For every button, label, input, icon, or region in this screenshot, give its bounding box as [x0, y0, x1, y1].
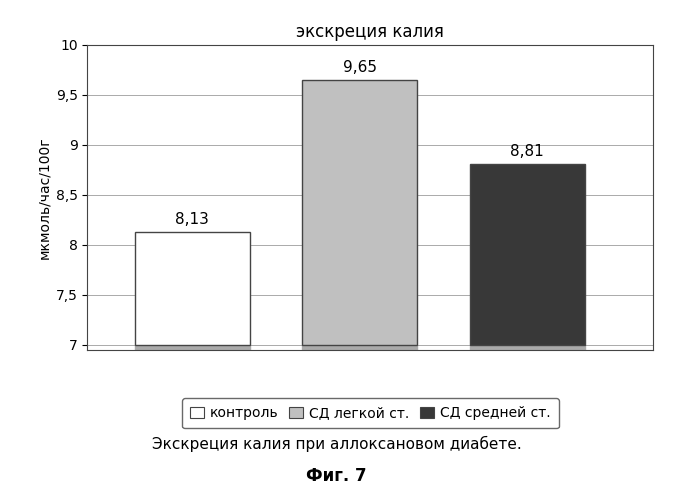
- Legend: контроль, СД легкой ст., СД средней ст.: контроль, СД легкой ст., СД средней ст.: [182, 398, 559, 428]
- Text: Экскреция калия при аллоксановом диабете.: Экскреция калия при аллоксановом диабете…: [151, 436, 522, 452]
- Title: экскреция калия: экскреция калия: [296, 22, 444, 40]
- Text: 8,13: 8,13: [175, 212, 209, 227]
- Bar: [302, 345, 417, 353]
- Text: Фиг. 7: Фиг. 7: [306, 467, 367, 485]
- Text: 8,81: 8,81: [510, 144, 544, 159]
- Y-axis label: мкмоль/час/100г: мкмоль/час/100г: [38, 136, 52, 259]
- Bar: [470, 164, 585, 345]
- Bar: [470, 345, 585, 353]
- Text: 9,65: 9,65: [343, 60, 377, 75]
- Bar: [135, 232, 250, 345]
- Bar: [302, 80, 417, 345]
- Bar: [135, 345, 250, 353]
